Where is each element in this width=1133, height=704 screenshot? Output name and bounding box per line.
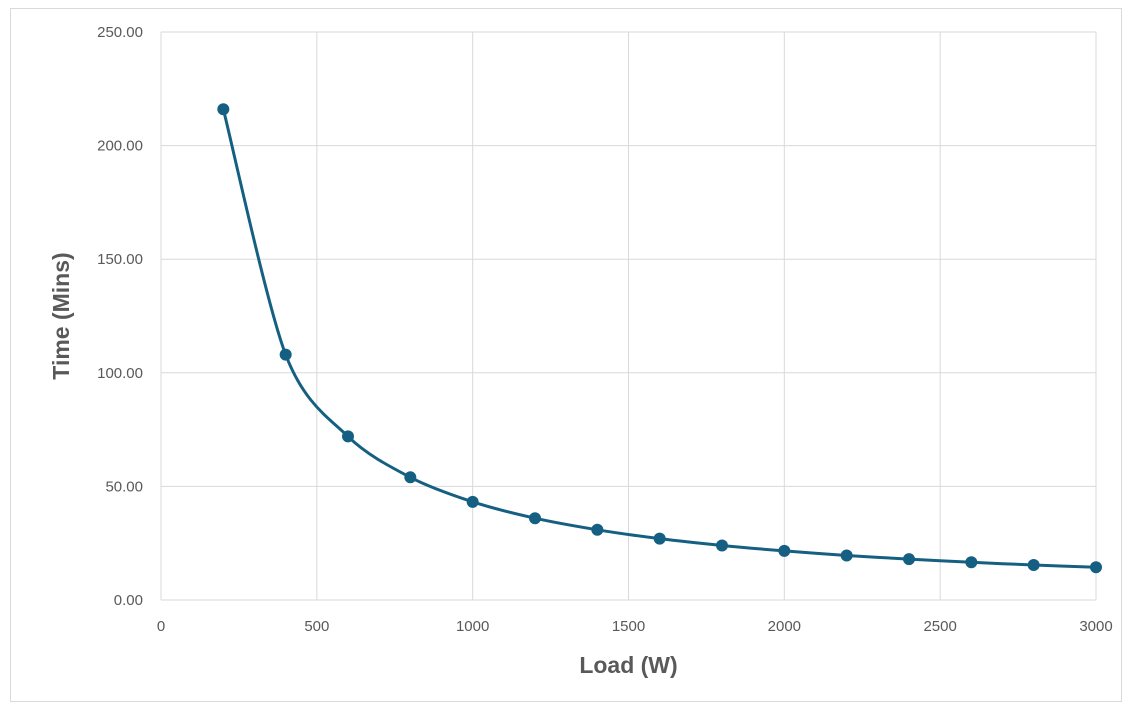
- data-point: [591, 523, 604, 536]
- y-tick-label: 250.00: [97, 24, 143, 41]
- gridlines: [160, 31, 1097, 601]
- x-tick-label: 2000: [768, 618, 801, 635]
- data-point: [716, 539, 728, 552]
- data-point: [840, 549, 853, 562]
- series-line: [221, 107, 1098, 569]
- data-point: [529, 512, 541, 525]
- x-tick-label: 0: [157, 618, 165, 635]
- x-tick-label: 500: [304, 618, 329, 635]
- y-tick-label: 150.00: [97, 251, 143, 268]
- y-tick-label: 100.00: [97, 365, 143, 382]
- data-point: [466, 495, 479, 508]
- y-tick-labels: 0.00 50.00 100.00 150.00 200.00 250.00: [97, 24, 143, 609]
- x-axis-title: Load (W): [579, 652, 677, 678]
- data-point: [965, 556, 978, 569]
- y-axis-title: Time (Mins): [48, 252, 74, 379]
- x-tick-label: 1500: [612, 618, 645, 635]
- x-tick-label: 1000: [456, 618, 489, 635]
- data-point: [342, 430, 354, 443]
- data-point: [217, 103, 230, 116]
- y-tick-label: 50.00: [105, 478, 143, 495]
- x-tick-label: 2500: [923, 618, 956, 635]
- chart-frame: [10, 8, 1122, 702]
- series: [217, 103, 1102, 574]
- data-point: [1090, 561, 1102, 574]
- data-point: [653, 532, 666, 545]
- y-tick-label: 0.00: [114, 592, 143, 609]
- x-tick-labels: 0 500 1000 1500 2000 2500 3000: [157, 618, 1113, 635]
- data-point: [778, 544, 791, 557]
- y-tick-label: 200.00: [97, 138, 143, 155]
- x-tick-label: 3000: [1079, 618, 1112, 635]
- data-point: [279, 348, 292, 361]
- data-point: [1027, 559, 1040, 572]
- data-point: [404, 471, 417, 484]
- data-point: [903, 553, 915, 566]
